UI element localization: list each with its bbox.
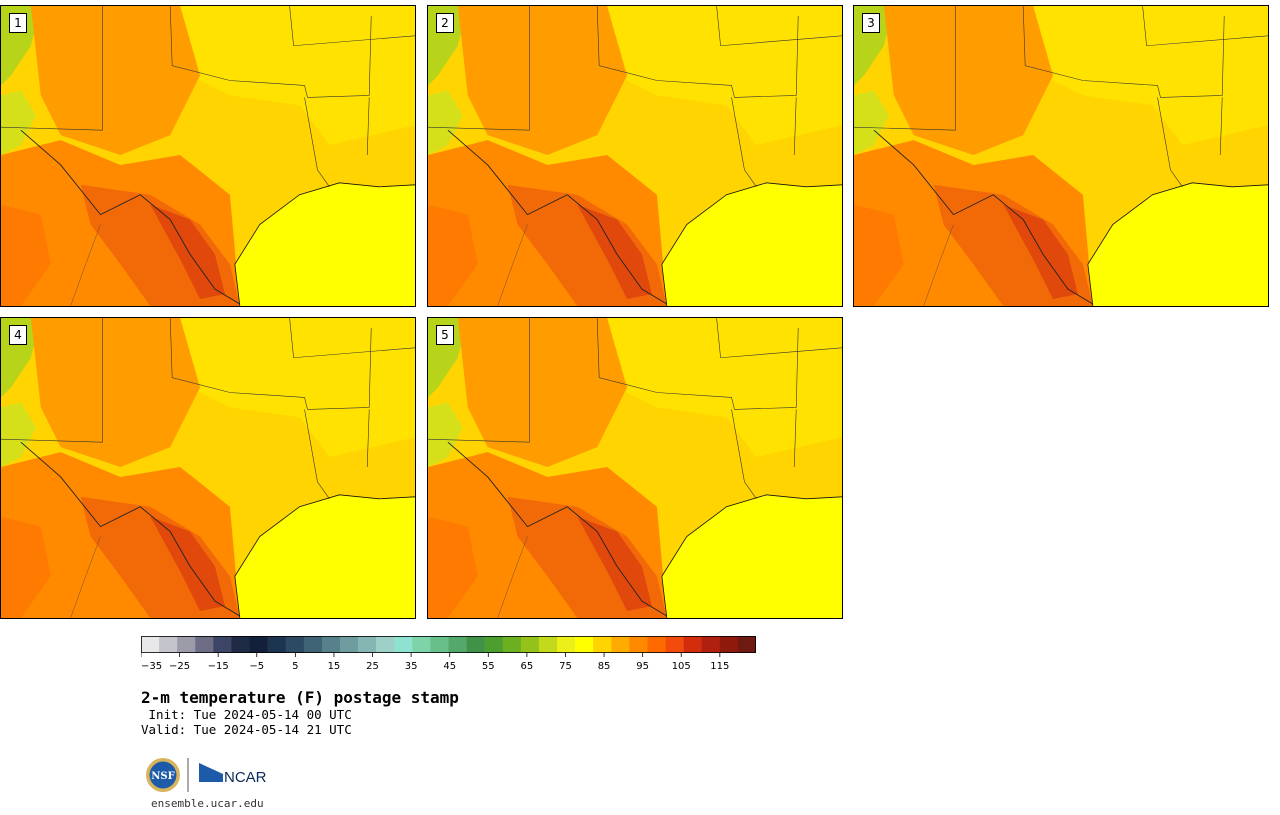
colorbar-swatch xyxy=(737,636,756,653)
ncar-logo: NCAR xyxy=(224,769,267,786)
colorbar-swatch xyxy=(195,636,214,653)
colorbar-swatch xyxy=(701,636,721,653)
colorbar-swatch xyxy=(520,636,540,653)
colorbar-swatch xyxy=(575,636,594,653)
colorbar-swatch xyxy=(358,636,377,653)
colorbar-swatch xyxy=(412,636,431,653)
colorbar-tick-label: 115 xyxy=(710,661,729,672)
chart-title: 2-m temperature (F) postage stamp xyxy=(141,688,459,707)
colorbar-tick-label: −5 xyxy=(249,661,264,672)
colorbar-swatch xyxy=(448,636,467,653)
temperature-colorbar: −35 −25 −15 −5 5 15 25 35 45 55 65 75 85 95 105 115 xyxy=(141,636,756,672)
colorbar-tick-label: 55 xyxy=(482,661,495,672)
temperature-map xyxy=(428,6,842,306)
colorbar-tick-label: 15 xyxy=(328,661,341,672)
colorbar-tick-label: 95 xyxy=(636,661,649,672)
nsf-logo: NSF NCAR xyxy=(146,758,267,792)
colorbar-swatch xyxy=(484,636,504,653)
colorbar-swatch xyxy=(303,636,323,653)
colorbar-swatch xyxy=(267,636,287,653)
colorbar-swatch xyxy=(647,636,666,653)
colorbar-swatch xyxy=(502,636,522,653)
colorbar-swatch xyxy=(430,636,449,653)
colorbar-swatch xyxy=(538,636,558,653)
panel-number-label: 3 xyxy=(862,13,880,33)
colorbar-swatch xyxy=(159,636,178,653)
colorbar-swatch xyxy=(394,636,413,653)
colorbar-tick-label: 5 xyxy=(292,661,298,672)
colorbar-swatch xyxy=(249,636,268,653)
temperature-map xyxy=(854,6,1268,306)
colorbar-tick-label: 65 xyxy=(521,661,534,672)
init-time: Init: Tue 2024-05-14 00 UTC xyxy=(141,707,352,722)
colorbar-swatch xyxy=(629,636,648,653)
colorbar-swatch xyxy=(141,636,160,653)
logo-area: NSF NCAR xyxy=(145,756,275,796)
colorbar-swatch xyxy=(665,636,684,653)
colorbar-tick-label: 25 xyxy=(366,661,379,672)
panel-number-label: 5 xyxy=(436,325,454,345)
colorbar-tick-label: 105 xyxy=(672,661,691,672)
panel-number-label: 2 xyxy=(436,13,454,33)
colorbar-swatch xyxy=(231,636,250,653)
colorbar-swatch xyxy=(213,636,232,653)
colorbar-tick-label: 45 xyxy=(443,661,456,672)
temperature-map xyxy=(1,6,415,306)
colorbar-swatch xyxy=(285,636,305,653)
colorbar-swatch xyxy=(593,636,612,653)
colorbar-swatch xyxy=(557,636,576,653)
colorbar-swatch xyxy=(683,636,703,653)
map-panel-1: 1 xyxy=(0,5,416,307)
panel-number-label: 4 xyxy=(9,325,27,345)
colorbar-swatch xyxy=(719,636,739,653)
colorbar-swatch xyxy=(177,636,196,653)
colorbar-swatch xyxy=(321,636,341,653)
colorbar-tick-label: −15 xyxy=(208,661,229,672)
temperature-map xyxy=(428,318,842,618)
site-url: ensemble.ucar.edu xyxy=(151,797,264,810)
colorbar-swatch xyxy=(339,636,359,653)
colorbar-tick-label: −35 xyxy=(141,661,162,672)
colorbar-swatch xyxy=(376,636,395,653)
svg-text:NSF: NSF xyxy=(151,771,174,782)
valid-time: Valid: Tue 2024-05-14 21 UTC xyxy=(141,722,352,737)
colorbar-swatch xyxy=(466,636,485,653)
map-panel-4: 4 xyxy=(0,317,416,619)
colorbar-swatch xyxy=(611,636,630,653)
panel-number-label: 1 xyxy=(9,13,27,33)
temperature-map xyxy=(1,318,415,618)
map-panel-5: 5 xyxy=(427,317,843,619)
colorbar-tick-label: 85 xyxy=(598,661,611,672)
map-panel-2: 2 xyxy=(427,5,843,307)
colorbar-tick-label: 75 xyxy=(559,661,572,672)
colorbar-tick-label: −25 xyxy=(169,661,190,672)
map-panel-3: 3 xyxy=(853,5,1269,307)
colorbar-tick-label: 35 xyxy=(405,661,418,672)
